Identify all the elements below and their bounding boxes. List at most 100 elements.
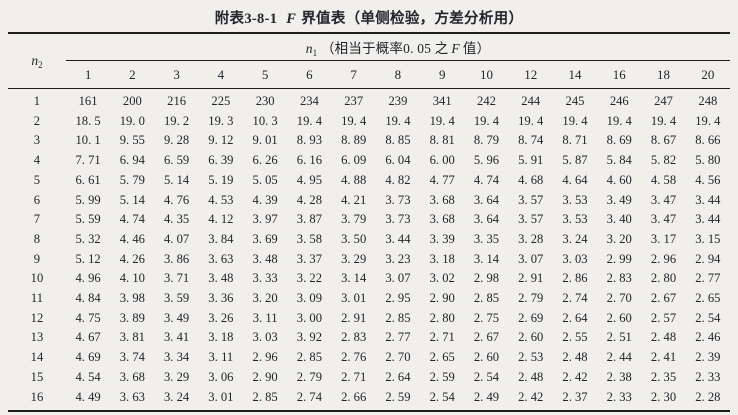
table-cell: 2. 54 xyxy=(429,389,455,404)
table-cell: 3. 97 xyxy=(252,212,278,227)
row-variable-label: n2 xyxy=(7,33,66,89)
table-cell: 8. 85 xyxy=(385,133,411,148)
f-symbol: F xyxy=(286,11,297,27)
table-row: 15 4. 54 3. 68 3. 29 3. 06 2. 90 2. 79 2. 71 2. … xyxy=(8,368,730,388)
table-cell: 3. 02 xyxy=(429,271,455,286)
table-cell: 4. 12 xyxy=(208,212,234,227)
table-cell: 3. 86 xyxy=(164,251,190,266)
table-cell: 5. 91 xyxy=(518,153,544,168)
table-cell: 3. 09 xyxy=(296,291,322,306)
table-row: 16 4. 49 3. 63 3. 24 3. 01 2. 85 2. 74 2. 66 2. … xyxy=(8,388,730,412)
table-cell: 3. 49 xyxy=(164,310,190,325)
column-header: 5 xyxy=(243,60,288,89)
table-cell: 2. 65 xyxy=(429,350,455,365)
table-cell: 9. 12 xyxy=(208,133,234,148)
table-cell: 19. 4 xyxy=(562,113,588,128)
table-cell: 4. 74 xyxy=(119,212,145,227)
table-cell: 2. 46 xyxy=(695,330,721,345)
table-cell: 245 xyxy=(565,94,585,108)
table-cell: 3. 07 xyxy=(518,251,544,266)
table-cell: 2. 83 xyxy=(606,271,632,286)
table-cell: 3. 37 xyxy=(296,251,322,266)
table-cell: 19. 4 xyxy=(695,113,721,128)
table-cell: 2. 77 xyxy=(695,271,721,286)
spanner-note-pre: （相当于概率0. 05 之 xyxy=(320,41,449,56)
spanner-f-symbol: F xyxy=(451,41,460,56)
column-header: 4 xyxy=(198,60,243,89)
table-cell: 4. 67 xyxy=(75,330,101,345)
table-cell: 8. 74 xyxy=(518,133,544,148)
table-cell: 246 xyxy=(609,94,629,108)
table-cell: 3. 57 xyxy=(518,192,544,207)
table-cell: 3. 41 xyxy=(164,330,190,345)
table-cell: 5. 79 xyxy=(119,172,145,187)
table-cell: 2. 60 xyxy=(606,310,632,325)
column-header: 3 xyxy=(154,60,199,89)
table-cell: 2. 99 xyxy=(606,251,632,266)
table-cell: 2. 37 xyxy=(562,389,588,404)
table-cell: 3. 35 xyxy=(473,231,500,246)
table-cell: 3. 59 xyxy=(164,291,190,306)
table-cell: 2. 60 xyxy=(473,350,500,365)
table-cell: 19. 2 xyxy=(164,113,190,128)
table-cell: 2. 79 xyxy=(296,369,322,384)
table-row: 4 7. 71 6. 94 6. 59 6. 39 6. 26 6. 16 6. 09 6. 0… xyxy=(8,151,730,171)
table-cell: 19. 4 xyxy=(385,113,411,128)
table-cell: 3. 74 xyxy=(119,350,145,365)
table-row: 10 4. 96 4. 10 3. 71 3. 48 3. 33 3. 22 3. 14 3. … xyxy=(8,269,730,289)
table-cell: 6. 00 xyxy=(429,153,455,168)
table-cell: 3. 89 xyxy=(119,310,145,325)
table-row: 7 5. 59 4. 74 4. 35 4. 12 3. 97 3. 87 3. 79 3. 7… xyxy=(8,210,730,230)
table-cell: 2. 85 xyxy=(296,350,322,365)
table-cell: 5. 59 xyxy=(75,212,101,227)
table-cell: 19. 0 xyxy=(119,113,145,128)
table-cell: 2. 83 xyxy=(341,330,367,345)
table-row: 11 4. 84 3. 98 3. 59 3. 36 3. 20 3. 09 3. 01 2. … xyxy=(8,289,730,309)
table-cell: 19. 4 xyxy=(429,113,455,128)
table-cell: 3. 63 xyxy=(208,251,234,266)
table-cell: 6. 16 xyxy=(296,153,322,168)
table-cell: 244 xyxy=(521,94,541,108)
table-cell: 6. 61 xyxy=(75,172,101,187)
row-header: 14 xyxy=(30,350,44,365)
table-cell: 3. 47 xyxy=(650,192,677,207)
table-cell: 8. 69 xyxy=(606,133,632,148)
table-cell: 2. 94 xyxy=(695,251,721,266)
table-cell: 2. 90 xyxy=(252,369,278,384)
table-cell: 3. 00 xyxy=(296,310,322,325)
table-cell: 4. 49 xyxy=(75,389,101,404)
column-header: 14 xyxy=(552,60,598,89)
table-cell: 4. 56 xyxy=(695,172,721,187)
table-cell: 3. 03 xyxy=(252,330,278,345)
table-cell: 2. 54 xyxy=(695,310,721,325)
table-cell: 3. 64 xyxy=(473,192,500,207)
table-cell: 2. 79 xyxy=(518,291,544,306)
table-cell: 242 xyxy=(477,94,496,108)
table-cell: 4. 88 xyxy=(341,172,367,187)
table-cell: 8. 79 xyxy=(473,133,500,148)
table-cell: 4. 95 xyxy=(296,172,322,187)
row-header: 13 xyxy=(30,330,44,345)
table-cell: 3. 28 xyxy=(518,231,544,246)
table-cell: 5. 12 xyxy=(75,251,101,266)
table-cell: 3. 07 xyxy=(385,271,411,286)
table-row: 2 18. 5 19. 0 19. 2 19. 3 10. 3 19. 4 19. 4 19. … xyxy=(8,112,730,132)
table-cell: 161 xyxy=(78,94,98,108)
table-cell: 3. 18 xyxy=(208,330,234,345)
table-row: 12 4. 75 3. 89 3. 49 3. 26 3. 11 3. 00 2. 91 2. … xyxy=(8,309,730,329)
table-cell: 225 xyxy=(211,94,231,108)
table-cell: 2. 28 xyxy=(695,389,721,404)
table-cell: 4. 53 xyxy=(208,192,234,207)
table-cell: 3. 49 xyxy=(606,192,632,207)
column-header: 6 xyxy=(287,60,332,89)
table-cell: 3. 73 xyxy=(385,192,411,207)
table-cell: 19. 4 xyxy=(650,113,677,128)
table-cell: 247 xyxy=(654,94,673,108)
table-cell: 2. 74 xyxy=(562,291,588,306)
table-cell: 3. 14 xyxy=(341,271,367,286)
table-cell: 2. 35 xyxy=(650,369,677,384)
table-cell: 4. 69 xyxy=(75,350,101,365)
table-cell: 2. 85 xyxy=(252,389,278,404)
table-cell: 3. 34 xyxy=(164,350,190,365)
table-number: 附表3-8-1 xyxy=(214,11,278,27)
